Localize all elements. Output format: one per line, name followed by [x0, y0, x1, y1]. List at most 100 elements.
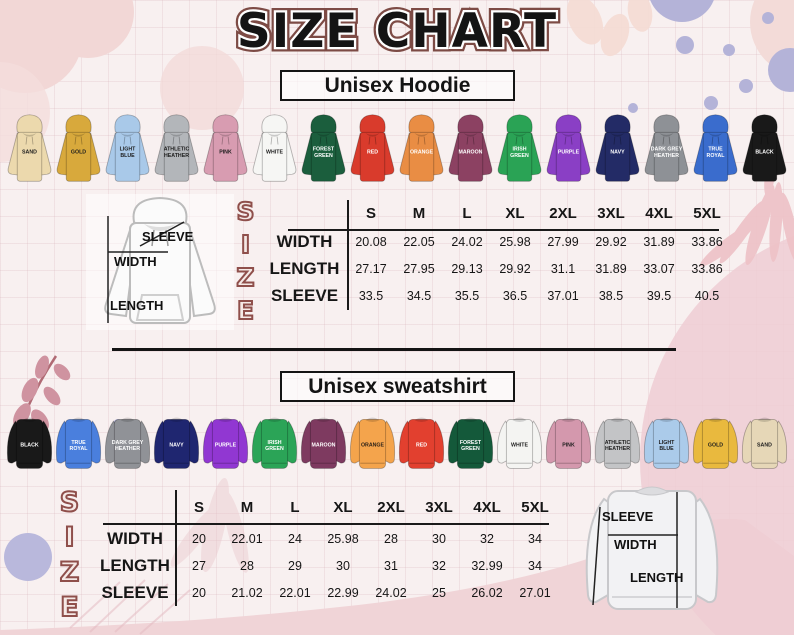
measurement-value: 33.86 [691, 261, 723, 276]
garment-color-label: ORANGE [410, 149, 434, 155]
size-column-header: XL [333, 499, 353, 516]
measurement-value: 32 [432, 558, 446, 573]
measurement-value: 30 [336, 558, 350, 573]
hoodie-swatch-orange: ORANGE [397, 106, 446, 190]
garment-color-label: WHITE [266, 149, 283, 155]
measurement-value: 33.5 [358, 288, 384, 303]
table-row: WIDTH 20.08 22.05 24.02 25.98 27.99 29.92 31.89… [262, 228, 731, 255]
measurement-value: 24.02 [451, 234, 483, 249]
garment-color-label: ROYAL [707, 153, 726, 159]
hoodie-swatch-pink: PINK [201, 106, 250, 190]
size-column-header: 4XL [473, 499, 501, 516]
garment-color-label: SAND [22, 149, 37, 155]
garment-color-label: NAVY [169, 443, 184, 449]
hoodie-size-table: S M L XL 2XL 3XL 4XL 5XL WIDTH 20.08 22.05 24.02 25… [262, 198, 731, 313]
table-row: LENGTH 27 28 29 30 31 32 32.99 34 [95, 552, 559, 579]
garment-color-label: GOLD [71, 149, 86, 155]
garment-color-label: SAND [757, 443, 772, 449]
size-column-header: 4XL [645, 204, 673, 222]
table-row: LENGTH 27.17 27.95 29.13 29.92 31.1 31.89 33.07… [262, 255, 731, 282]
hoodie-diagram-length-label: LENGTH [110, 298, 163, 313]
measurement-value: 24.02 [375, 585, 407, 600]
sweatshirt-diagram-width-label: WIDTH [614, 537, 657, 552]
sweatshirt-swatch-maroon: MAROON [299, 404, 348, 482]
sweatshirt-swatch-navy: NAVY [152, 404, 201, 482]
garment-color-label: GREEN [461, 446, 480, 452]
hoodie-measurement-diagram: SLEEVE WIDTH LENGTH [86, 194, 234, 330]
garment-color-label: RED [367, 149, 378, 155]
garment-color-label: BLACK [20, 443, 39, 449]
measurement-value: 29.92 [499, 261, 531, 276]
measurement-value: 25.98 [327, 531, 359, 546]
hoodie-swatch-white: WHITE [250, 106, 299, 190]
sweatshirt-swatch-athletic-heather: ATHLETIC HEATHER [593, 404, 642, 482]
sweatshirt-swatch-irish-green: IRISH GREEN [250, 404, 299, 482]
sweatshirt-color-row: BLACK TRUE ROYAL DARK GREY HEATHER NAVY [0, 404, 794, 482]
size-column-header: 2XL [377, 499, 405, 516]
measurement-value: 22.01 [279, 585, 311, 600]
measurement-value: 29.92 [595, 234, 627, 249]
garment-color-label: RED [416, 443, 427, 449]
sweatshirt-swatch-purple: PURPLE [201, 404, 250, 482]
measurement-value: 24 [288, 531, 302, 546]
measurement-value: 31.1 [550, 261, 576, 276]
garment-color-label: TRUE [708, 147, 723, 153]
garment-color-label: GREEN [265, 446, 284, 452]
table-row: WIDTH 20 22.01 24 25.98 28 30 32 34 [95, 525, 559, 552]
measurement-value: 27.01 [519, 585, 551, 600]
sweatshirt-swatch-gold: GOLD [691, 404, 740, 482]
measurement-value: 20.08 [355, 234, 387, 249]
hoodie-swatch-navy: NAVY [593, 106, 642, 190]
measurement-value: 27 [192, 558, 206, 573]
measurement-value: 33.07 [643, 261, 675, 276]
hoodie-color-row: SAND GOLD LIGHT BLUE ATHLETIC HEATHER [0, 106, 794, 190]
hoodie-swatch-maroon: MAROON [446, 106, 495, 190]
size-column-header: L [462, 204, 472, 222]
table-header-row: S M L XL 2XL 3XL 4XL 5XL [262, 198, 731, 228]
measurement-value: 39.5 [646, 288, 672, 303]
garment-color-label: GREEN [510, 153, 529, 159]
garment-color-label: LIGHT [120, 147, 137, 153]
page-title-text: SIZE CHART [236, 4, 558, 59]
measurement-value: 31.89 [595, 261, 627, 276]
measurement-value: 30 [432, 531, 446, 546]
measurement-value: 36.5 [502, 288, 528, 303]
measurement-value: 29.13 [451, 261, 483, 276]
size-column-header: S [193, 499, 204, 516]
size-column-header: S [365, 204, 376, 222]
measurement-value: 20 [192, 585, 206, 600]
hoodie-swatch-black: BLACK [740, 106, 789, 190]
hoodie-swatch-light-blue: LIGHT BLUE [103, 106, 152, 190]
garment-color-label: GOLD [708, 443, 723, 449]
row-label: LENGTH [269, 258, 340, 278]
garment-color-label: FOREST [460, 440, 482, 446]
garment-color-label: PINK [562, 443, 575, 449]
measurement-value: 22.05 [403, 234, 435, 249]
measurement-value: 33.86 [691, 234, 723, 249]
measurement-value: 31.89 [643, 234, 675, 249]
garment-color-label: DARK GREY [651, 147, 683, 153]
hoodie-swatch-purple: PURPLE [544, 106, 593, 190]
size-column-header: 2XL [549, 204, 577, 222]
measurement-value: 34 [528, 558, 542, 573]
measurement-value: 40.5 [694, 288, 720, 303]
measurement-value: 38.5 [598, 288, 624, 303]
hoodie-swatch-gold: GOLD [54, 106, 103, 190]
garment-color-label: MAROON [459, 149, 483, 155]
hoodie-diagram-sleeve-label: SLEEVE [142, 229, 194, 244]
row-label: SLEEVE [101, 582, 169, 602]
hoodie-section-header: Unisex Hoodie [280, 70, 515, 101]
page-title: SIZE CHART SIZE CHART SIZE CHART [0, 0, 794, 64]
page-title-white-outline: SIZE CHART [235, 2, 559, 62]
garment-color-label: HEATHER [115, 446, 140, 452]
garment-color-label: IRISH [512, 147, 526, 153]
table-row: SLEEVE 20 21.02 22.01 22.99 24.02 25 26.02 27.01 [95, 579, 559, 606]
size-column-header: M [240, 499, 254, 516]
sweatshirt-swatch-dark-grey-heather: DARK GREY HEATHER [103, 404, 152, 482]
sweatshirt-swatch-black: BLACK [5, 404, 54, 482]
measurement-value: 35.5 [454, 288, 480, 303]
garment-color-label: HEATHER [654, 153, 679, 159]
garment-color-label: ORANGE [361, 443, 385, 449]
measurement-value: 27.95 [403, 261, 435, 276]
